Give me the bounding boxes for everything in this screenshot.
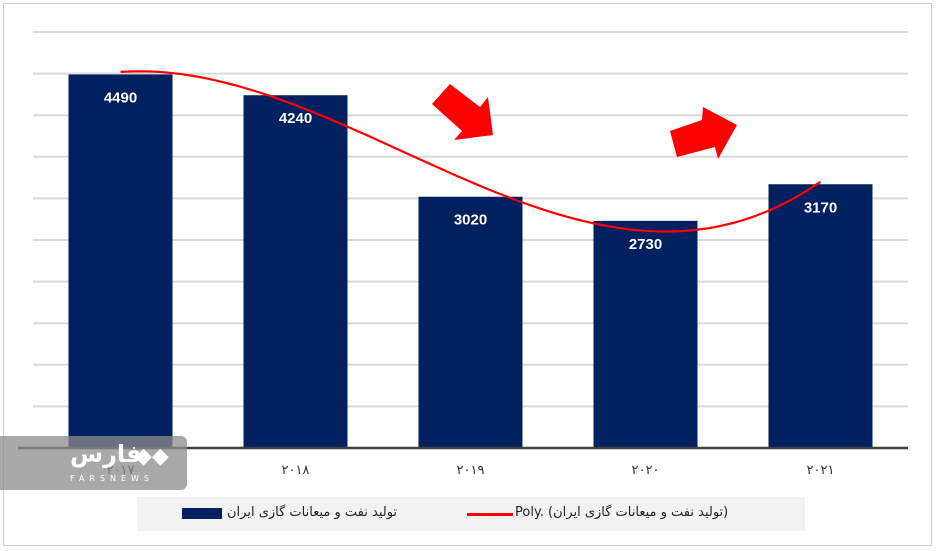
x-tick-label: ۲۰۱۸ bbox=[282, 463, 310, 478]
farsnews-watermark: فارس ◆◆ FARSNEWS bbox=[0, 436, 187, 490]
arrow-up-right-icon bbox=[670, 107, 737, 159]
legend-swatch-bars bbox=[182, 508, 222, 519]
bar bbox=[593, 220, 698, 448]
x-tick-label: ۲۰۱۹ bbox=[457, 463, 485, 478]
legend-label-bars: تولید نفت و میعانات گازی ایران bbox=[227, 505, 398, 520]
legend: تولید نفت و میعانات گازی ایران Poly. (تو… bbox=[137, 497, 805, 531]
data-label: 3170 bbox=[804, 199, 837, 216]
logo-drops-icon: ◆◆ bbox=[135, 444, 169, 469]
x-tick-label: ۲۰۲۰ bbox=[632, 463, 660, 478]
bar bbox=[243, 95, 348, 449]
legend-label-trendline: Poly. (تولید نفت و میعانات گازی ایران) bbox=[515, 505, 729, 520]
legend-swatch-trendline bbox=[467, 513, 513, 516]
data-label: 3020 bbox=[454, 212, 487, 229]
data-label: 4240 bbox=[279, 110, 312, 127]
bar bbox=[418, 196, 523, 448]
bar bbox=[768, 184, 873, 449]
data-label: 4490 bbox=[104, 89, 137, 106]
trendline bbox=[120, 70, 822, 233]
chart-frame bbox=[3, 3, 932, 546]
watermark-logo: فارس bbox=[70, 440, 142, 468]
bar bbox=[68, 74, 173, 448]
x-tick-label: ۲۰۲۱ bbox=[807, 463, 835, 478]
arrow-down-right-icon bbox=[432, 84, 493, 140]
watermark-sub: FARSNEWS bbox=[70, 474, 155, 483]
data-label: 2730 bbox=[629, 236, 662, 253]
